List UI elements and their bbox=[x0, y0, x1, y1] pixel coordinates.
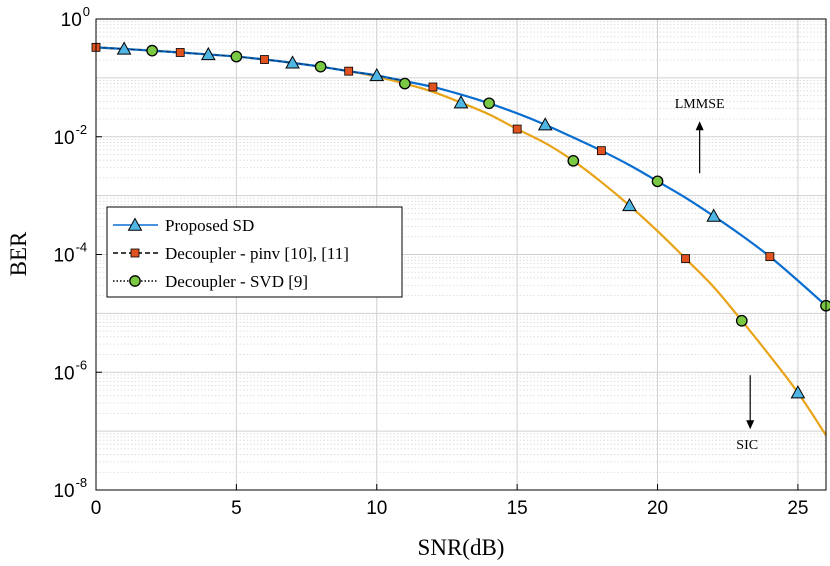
proposed-sd-marker bbox=[706, 208, 722, 222]
decoupler-svd-marker bbox=[735, 314, 748, 327]
x-axis-label: SNR(dB) bbox=[418, 535, 505, 560]
legend-label-proposed-sd: Proposed SD bbox=[165, 216, 254, 235]
legend: Proposed SD Decoupler - pinv [10], [11] … bbox=[106, 206, 403, 298]
decoupler-pinv-marker bbox=[175, 48, 185, 57]
decoupler-svd-marker bbox=[820, 299, 830, 312]
legend-marker-sample bbox=[130, 248, 140, 258]
y-tick-label-exponent: -8 bbox=[76, 475, 88, 490]
y-tick-label-base: 10 bbox=[61, 10, 82, 31]
legend-box bbox=[106, 206, 403, 298]
legend-marker-sample bbox=[127, 217, 143, 231]
decoupler-pinv-marker bbox=[681, 254, 691, 264]
x-tick-label: 10 bbox=[366, 498, 387, 519]
decoupler-svd-marker bbox=[314, 60, 327, 73]
y-tick-label-base: 10 bbox=[53, 246, 74, 267]
major-grid bbox=[96, 19, 826, 490]
legend-label-decoupler-svd: Decoupler - SVD [9] bbox=[165, 272, 308, 291]
decoupler-pinv-marker bbox=[512, 124, 522, 134]
x-tick-label: 25 bbox=[787, 498, 808, 519]
decoupler-pinv-marker bbox=[344, 66, 354, 76]
minor-grid bbox=[96, 21, 826, 473]
decoupler-pinv-marker bbox=[428, 82, 438, 92]
decoupler-pinv-marker bbox=[260, 55, 269, 64]
legend-label-decoupler-pinv: Decoupler - pinv [10], [11] bbox=[165, 244, 349, 263]
y-tick-label-base: 10 bbox=[53, 128, 74, 149]
proposed-sd-marker bbox=[369, 67, 385, 82]
annotation-label: SIC bbox=[736, 438, 758, 453]
markers bbox=[91, 41, 830, 399]
y-tick-label-exponent: -2 bbox=[76, 122, 88, 137]
annotation-arrow-head bbox=[695, 121, 704, 131]
y-axis-label: BER bbox=[6, 231, 31, 276]
decoupler-svd-marker bbox=[398, 77, 411, 90]
decoupler-svd-marker bbox=[483, 97, 495, 110]
legend-marker-sample bbox=[129, 275, 141, 287]
decoupler-svd-marker bbox=[651, 175, 664, 188]
annotation-arrow-head bbox=[746, 420, 755, 430]
y-tick-label-base: 10 bbox=[53, 363, 74, 384]
annotations: LMMSE SIC bbox=[675, 97, 758, 453]
x-tick-label: 5 bbox=[231, 498, 242, 519]
x-tick-label: 15 bbox=[507, 498, 528, 519]
legend-items bbox=[113, 217, 158, 287]
decoupler-pinv-marker bbox=[765, 252, 775, 262]
y-tick-label-exponent: 0 bbox=[83, 4, 90, 19]
proposed-sd-marker bbox=[790, 385, 806, 399]
x-tick-label: 0 bbox=[91, 498, 102, 519]
proposed-sd-marker bbox=[200, 46, 216, 61]
decoupler-svd-marker bbox=[567, 154, 580, 167]
x-tick-label: 20 bbox=[647, 498, 668, 519]
decoupler-pinv-marker bbox=[596, 146, 606, 156]
proposed-sd-marker bbox=[453, 95, 469, 109]
y-tick-label-exponent: -6 bbox=[76, 357, 88, 372]
proposed-sd-marker bbox=[537, 117, 553, 131]
decoupler-svd-marker bbox=[230, 50, 243, 63]
y-tick-label-exponent: -4 bbox=[76, 240, 88, 255]
y-tick-label-base: 10 bbox=[53, 481, 74, 502]
decoupler-svd-marker bbox=[146, 44, 159, 57]
proposed-sd-marker bbox=[116, 41, 132, 55]
annotation-label: LMMSE bbox=[675, 97, 725, 112]
proposed-sd-marker bbox=[285, 55, 300, 69]
proposed-sd-marker bbox=[622, 197, 637, 212]
decoupler-pinv-overlay bbox=[95, 46, 405, 82]
